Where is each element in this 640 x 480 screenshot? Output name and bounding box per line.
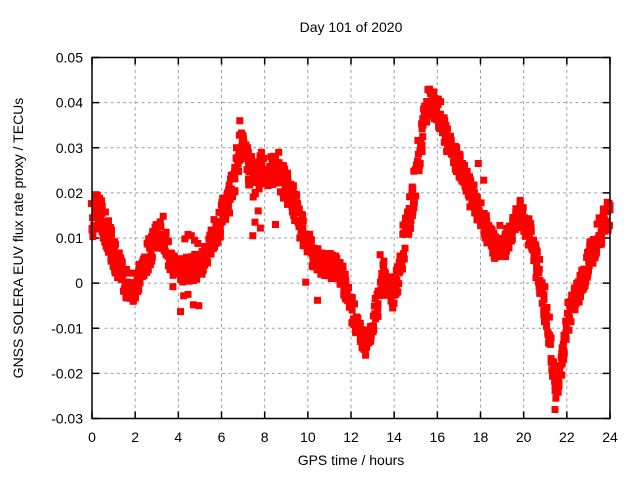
x-tick-label: 22 — [559, 429, 575, 445]
y-tick-label: 0.01 — [56, 230, 83, 246]
y-tick-label: 0.02 — [56, 185, 83, 201]
x-tick-label: 6 — [218, 429, 226, 445]
x-tick-label: 2 — [131, 429, 139, 445]
x-tick-label: 20 — [516, 429, 532, 445]
tick-labels: 0 2 4 6 8 10 12 14 16 18 20 22 240.050.040.030.020.0… — [51, 50, 618, 446]
x-tick-label: 0 — [88, 429, 96, 445]
axis-border — [91, 56, 611, 420]
x-tick-label: 12 — [343, 429, 359, 445]
data-points — [87, 85, 614, 413]
chart-title: Day 101 of 2020 — [299, 19, 403, 35]
y-tick-label: -0.03 — [51, 411, 83, 427]
x-tick-label: 18 — [473, 429, 489, 445]
x-tick-label: 4 — [174, 429, 182, 445]
y-tick-label: -0.02 — [51, 365, 83, 381]
x-tick-label: 10 — [300, 429, 316, 445]
x-axis-title: GPS time / hours — [297, 452, 405, 468]
x-tick-label: 8 — [261, 429, 269, 445]
y-tick-label: 0.03 — [56, 140, 83, 156]
y-tick-label: 0 — [75, 275, 83, 291]
x-tick-label: 24 — [602, 429, 618, 445]
y-tick-label: 0.05 — [56, 50, 83, 66]
x-tick-label: 14 — [386, 429, 402, 445]
y-tick-label: 0.04 — [56, 95, 83, 111]
y-tick-label: -0.01 — [51, 320, 83, 336]
x-tick-label: 16 — [430, 429, 446, 445]
